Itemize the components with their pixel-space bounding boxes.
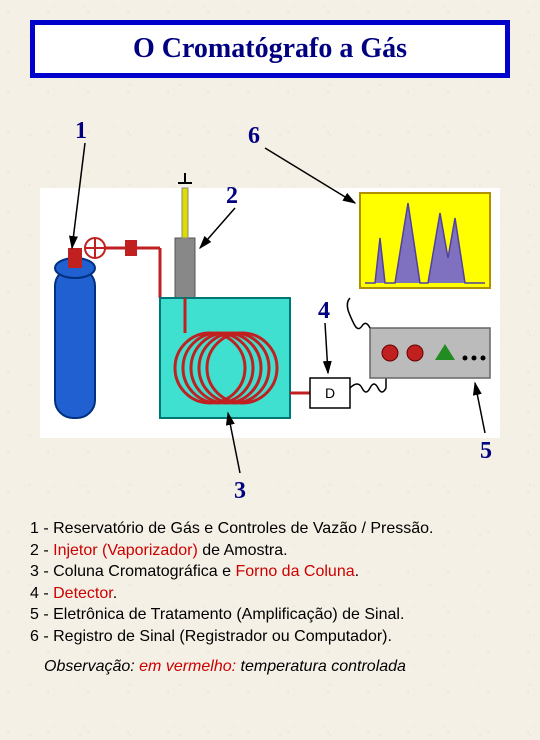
legend-line-3: 3 - Coluna Cromatográfica e Forno da Col… <box>30 561 520 583</box>
diagram-svg: D <box>0 88 540 508</box>
label-1: 1 <box>75 118 87 145</box>
legend: 1 - Reservatório de Gás e Controles de V… <box>0 508 540 676</box>
detector: D <box>310 378 350 408</box>
svg-text:D: D <box>325 385 335 401</box>
legend-line-5: 5 - Eletrônica de Tratamento (Amplificaç… <box>30 604 520 626</box>
page-title: O Cromatógrafo a Gás <box>35 33 505 65</box>
legend-line-4: 4 - Detector. <box>30 583 520 605</box>
diagram-area: D 1 6 2 4 5 3 <box>0 88 540 508</box>
chromatogram-chart <box>360 193 490 288</box>
electronics-box <box>370 328 490 378</box>
label-4: 4 <box>318 298 330 325</box>
legend-line-6: 6 - Registro de Sinal (Registrador ou Co… <box>30 626 520 648</box>
label-2: 2 <box>226 183 238 210</box>
observation-note: Observação: em vermelho: temperatura con… <box>30 658 520 676</box>
label-6: 6 <box>248 123 260 150</box>
legend-line-1: 1 - Reservatório de Gás e Controles de V… <box>30 518 520 540</box>
label-5: 5 <box>480 438 492 465</box>
title-box: O Cromatógrafo a Gás <box>30 20 510 78</box>
label-3: 3 <box>234 478 246 505</box>
legend-line-2: 2 - Injetor (Vaporizador) de Amostra. <box>30 540 520 562</box>
